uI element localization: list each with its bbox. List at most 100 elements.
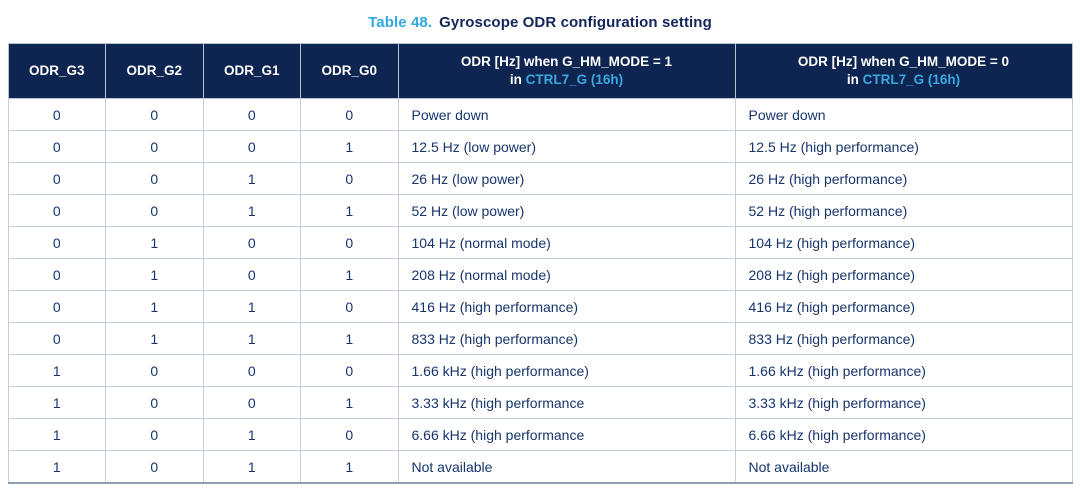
bit-cell: 1 xyxy=(202,194,301,227)
bit-cell: 0 xyxy=(105,98,204,131)
bit-cell: 0 xyxy=(105,162,204,195)
bit-cell: 1 xyxy=(300,450,399,484)
table-row: 0 0 1 0 26 Hz (low power) 26 Hz (high pe… xyxy=(7,162,1073,195)
bit-cell: 1 xyxy=(202,162,301,195)
odr-hm1-cell: 12.5 Hz (low power) xyxy=(397,130,736,163)
bit-cell: 1 xyxy=(7,450,106,484)
odr-hm0-cell: 6.66 kHz (high performance) xyxy=(734,418,1073,451)
bit-cell: 0 xyxy=(300,98,399,131)
table-row: 0 1 0 1 208 Hz (normal mode) 208 Hz (hig… xyxy=(7,258,1073,291)
table-row: 1 0 0 0 1.66 kHz (high performance) 1.66… xyxy=(7,354,1073,387)
table-row: 0 0 0 0 Power down Power down xyxy=(7,98,1073,131)
odr-hm1-cell: 6.66 kHz (high performance xyxy=(397,418,736,451)
odr-hm0-cell: 3.33 kHz (high performance) xyxy=(734,386,1073,419)
table-row: 0 0 0 1 12.5 Hz (low power) 12.5 Hz (hig… xyxy=(7,130,1073,163)
odr-hm0-cell: 52 Hz (high performance) xyxy=(734,194,1073,227)
table-row: 1 0 1 1 Not available Not available xyxy=(7,450,1073,484)
bit-cell: 0 xyxy=(7,130,106,163)
gyroscope-odr-table: ODR_G3 ODR_G2 ODR_G1 ODR_G0 ODR [Hz] whe… xyxy=(7,43,1073,484)
table-number-label: Table 48. xyxy=(368,14,433,31)
bit-cell: 1 xyxy=(202,450,301,484)
bit-cell: 1 xyxy=(7,354,106,387)
bit-cell: 0 xyxy=(300,418,399,451)
odr-hm1-header-line2: in CTRL7_G (16h) xyxy=(509,72,624,87)
odr-hm1-header-line1: ODR [Hz] when G_HM_MODE = 1 xyxy=(460,53,673,69)
column-header-odr-g0: ODR_G0 xyxy=(300,43,399,99)
bit-cell: 0 xyxy=(202,98,301,131)
bit-cell: 0 xyxy=(300,226,399,259)
odr-hm0-cell: 104 Hz (high performance) xyxy=(734,226,1073,259)
bit-cell: 0 xyxy=(7,162,106,195)
bit-cell: 0 xyxy=(300,354,399,387)
column-header-odr-hm1: ODR [Hz] when G_HM_MODE = 1 in CTRL7_G (… xyxy=(397,43,736,99)
bit-cell: 0 xyxy=(105,386,204,419)
bit-cell: 1 xyxy=(105,322,204,355)
bit-cell: 0 xyxy=(105,418,204,451)
bit-cell: 1 xyxy=(202,290,301,323)
bit-cell: 0 xyxy=(105,450,204,484)
odr-hm0-cell: 833 Hz (high performance) xyxy=(734,322,1073,355)
odr-hm1-cell: Power down xyxy=(397,98,736,131)
odr-hm0-cell: 26 Hz (high performance) xyxy=(734,162,1073,195)
odr-hm1-cell: 416 Hz (high performance) xyxy=(397,290,736,323)
odr-hm1-cell: Not available xyxy=(397,450,736,484)
bit-cell: 1 xyxy=(105,226,204,259)
header-row: ODR_G3 ODR_G2 ODR_G1 ODR_G0 ODR [Hz] whe… xyxy=(7,43,1073,99)
bit-cell: 1 xyxy=(300,322,399,355)
odr-hm0-cell: 208 Hz (high performance) xyxy=(734,258,1073,291)
bit-cell: 1 xyxy=(300,130,399,163)
table-row: 0 1 1 0 416 Hz (high performance) 416 Hz… xyxy=(7,290,1073,323)
column-header-odr-g1: ODR_G1 xyxy=(202,43,301,99)
bit-cell: 0 xyxy=(7,194,106,227)
odr-hm1-cell: 3.33 kHz (high performance xyxy=(397,386,736,419)
odr-hm1-cell: 1.66 kHz (high performance) xyxy=(397,354,736,387)
bit-cell: 0 xyxy=(7,226,106,259)
bit-cell: 1 xyxy=(105,258,204,291)
odr-hm0-header-line1: ODR [Hz] when G_HM_MODE = 0 xyxy=(797,53,1010,69)
bit-cell: 0 xyxy=(7,322,106,355)
bit-cell: 1 xyxy=(202,322,301,355)
bit-cell: 0 xyxy=(202,386,301,419)
bit-cell: 0 xyxy=(202,226,301,259)
odr-hm0-cell: 1.66 kHz (high performance) xyxy=(734,354,1073,387)
bit-cell: 1 xyxy=(300,386,399,419)
table-title-text: Gyroscope ODR configuration setting xyxy=(439,14,712,31)
column-header-odr-g2: ODR_G2 xyxy=(105,43,204,99)
bit-cell: 1 xyxy=(7,418,106,451)
column-header-odr-g3: ODR_G3 xyxy=(7,43,106,99)
bit-cell: 0 xyxy=(202,130,301,163)
table-row: 1 0 0 1 3.33 kHz (high performance 3.33 … xyxy=(7,386,1073,419)
bit-cell: 1 xyxy=(7,386,106,419)
odr-hm1-cell: 52 Hz (low power) xyxy=(397,194,736,227)
ctrl7g-register-link[interactable]: CTRL7_G (16h) xyxy=(862,72,961,87)
odr-hm0-cell: Power down xyxy=(734,98,1073,131)
odr-hm1-cell: 104 Hz (normal mode) xyxy=(397,226,736,259)
bit-cell: 0 xyxy=(202,354,301,387)
bit-cell: 0 xyxy=(105,130,204,163)
bit-cell: 0 xyxy=(7,258,106,291)
bit-cell: 1 xyxy=(202,418,301,451)
bit-cell: 1 xyxy=(300,194,399,227)
bit-cell: 0 xyxy=(105,194,204,227)
bit-cell: 1 xyxy=(300,258,399,291)
column-header-odr-hm0: ODR [Hz] when G_HM_MODE = 0 in CTRL7_G (… xyxy=(734,43,1073,99)
odr-hm0-cell: 416 Hz (high performance) xyxy=(734,290,1073,323)
odr-hm1-cell: 208 Hz (normal mode) xyxy=(397,258,736,291)
table-row: 0 1 0 0 104 Hz (normal mode) 104 Hz (hig… xyxy=(7,226,1073,259)
bit-cell: 1 xyxy=(105,290,204,323)
bit-cell: 0 xyxy=(300,162,399,195)
odr-hm0-cell: 12.5 Hz (high performance) xyxy=(734,130,1073,163)
bit-cell: 0 xyxy=(7,290,106,323)
table-row: 0 1 1 1 833 Hz (high performance) 833 Hz… xyxy=(7,322,1073,355)
table-title: Table 48. Gyroscope ODR configuration set… xyxy=(0,0,1080,31)
odr-hm0-cell: Not available xyxy=(734,450,1073,484)
odr-hm1-cell: 833 Hz (high performance) xyxy=(397,322,736,355)
bit-cell: 0 xyxy=(7,98,106,131)
ctrl7g-register-link[interactable]: CTRL7_G (16h) xyxy=(525,72,624,87)
bit-cell: 0 xyxy=(105,354,204,387)
odr-hm0-header-line2: in CTRL7_G (16h) xyxy=(846,72,961,87)
odr-hm1-cell: 26 Hz (low power) xyxy=(397,162,736,195)
bit-cell: 0 xyxy=(202,258,301,291)
table-row: 0 0 1 1 52 Hz (low power) 52 Hz (high pe… xyxy=(7,194,1073,227)
